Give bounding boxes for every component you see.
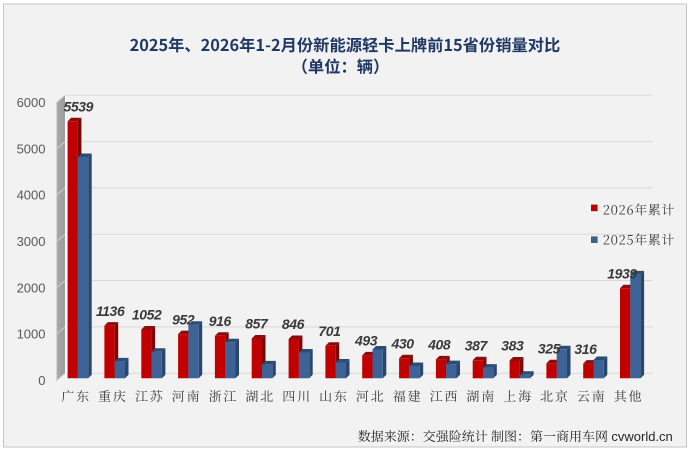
svg-text:数据来源：交强险统计 制图：第一商用车网 cvworld.c: 数据来源：交强险统计 制图：第一商用车网 cvworld.cn	[358, 426, 673, 445]
svg-text:重庆: 重庆	[98, 386, 128, 405]
svg-text:5000: 5000	[17, 141, 46, 156]
svg-text:0: 0	[38, 373, 45, 388]
svg-text:北京: 北京	[540, 386, 570, 405]
svg-text:江苏: 江苏	[135, 386, 165, 405]
svg-text:河南: 河南	[172, 386, 202, 405]
svg-text:5539: 5539	[64, 99, 94, 115]
svg-text:325: 325	[538, 340, 561, 356]
svg-text:2000: 2000	[17, 280, 46, 295]
svg-text:湖北: 湖北	[245, 386, 275, 405]
svg-text:湖南: 湖南	[466, 386, 496, 405]
svg-text:（单位：辆）: （单位：辆）	[292, 54, 390, 78]
svg-text:2026年累计: 2026年累计	[603, 200, 675, 219]
svg-text:430: 430	[391, 336, 415, 352]
svg-text:4000: 4000	[17, 188, 46, 203]
svg-text:952: 952	[172, 311, 195, 327]
svg-text:1000: 1000	[17, 327, 46, 342]
svg-text:6000: 6000	[17, 95, 46, 110]
svg-text:云南: 云南	[577, 386, 607, 405]
svg-text:387: 387	[465, 338, 489, 354]
svg-text:701: 701	[318, 323, 341, 339]
svg-text:846: 846	[282, 316, 305, 332]
svg-text:浙江: 浙江	[209, 386, 239, 405]
svg-text:857: 857	[245, 316, 269, 332]
svg-text:江西: 江西	[430, 386, 460, 405]
svg-text:山东: 山东	[319, 386, 349, 405]
svg-text:福建: 福建	[393, 386, 423, 405]
svg-text:河北: 河北	[356, 386, 386, 405]
svg-text:493: 493	[354, 333, 378, 349]
svg-text:2025年、2026年1-2月份新能源轻卡上牌前15省份销量: 2025年、2026年1-2月份新能源轻卡上牌前15省份销量对比	[130, 32, 561, 56]
svg-text:2025年累计: 2025年累计	[603, 229, 675, 248]
svg-text:广东: 广东	[61, 386, 91, 405]
svg-text:916: 916	[209, 313, 232, 329]
svg-text:1052: 1052	[132, 307, 162, 323]
svg-text:408: 408	[427, 337, 451, 353]
svg-text:四川: 四川	[282, 386, 312, 405]
svg-text:383: 383	[501, 338, 524, 354]
svg-text:其他: 其他	[614, 386, 644, 405]
svg-text:316: 316	[574, 341, 597, 357]
svg-text:1939: 1939	[607, 266, 637, 282]
svg-text:1136: 1136	[96, 303, 125, 319]
svg-text:上海: 上海	[503, 386, 533, 405]
svg-text:3000: 3000	[17, 234, 46, 249]
